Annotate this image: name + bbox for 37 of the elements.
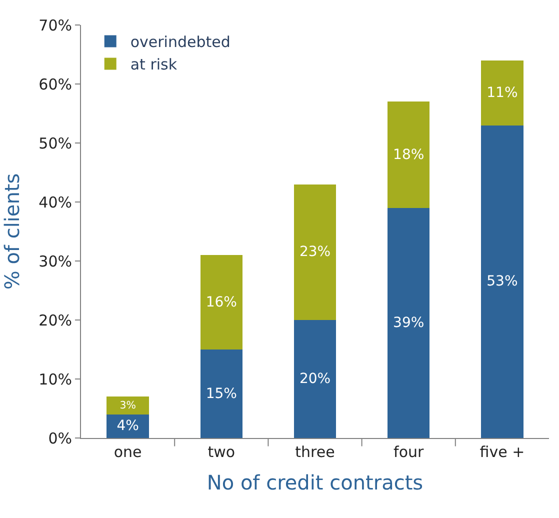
x-tick-label: three <box>295 443 335 461</box>
x-tick-label: four <box>394 443 424 461</box>
data-label: 15% <box>206 386 237 402</box>
legend-label: overindebted <box>130 33 230 52</box>
data-label: 39% <box>393 314 424 331</box>
y-tick-label: 0% <box>48 429 72 448</box>
y-tick-label: 60% <box>38 75 72 94</box>
y-tick-label: 30% <box>38 252 72 270</box>
legend-label: at risk <box>130 56 178 74</box>
bar <box>388 208 430 438</box>
data-label: 53% <box>486 274 518 290</box>
bar <box>106 396 149 414</box>
bar <box>481 125 524 438</box>
bar <box>200 255 242 350</box>
y-tick-label: 40% <box>38 193 72 212</box>
bar <box>481 60 524 126</box>
y-tick-label: 70% <box>38 16 72 34</box>
bar <box>200 350 242 438</box>
bar <box>106 414 149 438</box>
y-tick-label: 10% <box>38 370 72 388</box>
x-axis-title: No of credit contracts <box>206 470 424 494</box>
x-tick-label: five + <box>480 443 525 461</box>
data-label: 23% <box>299 244 331 260</box>
y-axis-title: % of clients <box>0 173 24 290</box>
data-label: 16% <box>206 294 237 310</box>
y-tick-label: 50% <box>38 134 72 152</box>
data-label: 20% <box>299 371 331 387</box>
y-tick-label: 20% <box>38 311 72 330</box>
data-label: 3% <box>120 400 136 412</box>
data-label: 11% <box>486 84 518 101</box>
bar <box>294 320 336 438</box>
x-tick-label: one <box>114 443 142 461</box>
data-label: 4% <box>116 418 139 434</box>
bar <box>388 102 430 208</box>
data-label: 18% <box>393 146 424 163</box>
x-tick-label: two <box>208 443 236 461</box>
bar <box>294 184 336 320</box>
